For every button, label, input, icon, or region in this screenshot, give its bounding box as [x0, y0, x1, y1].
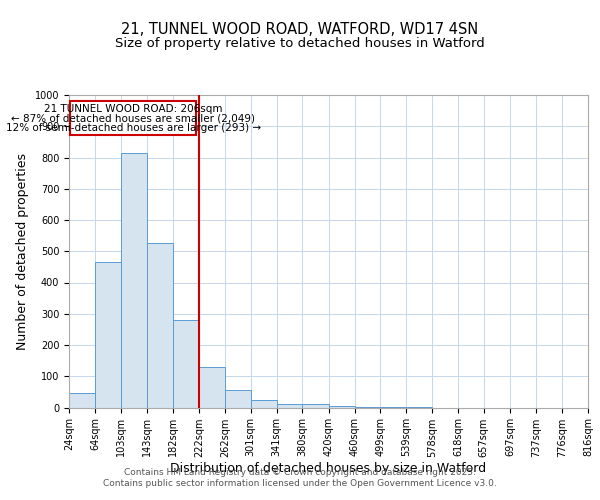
Bar	[380, 407, 406, 408]
Bar	[302, 404, 329, 407]
X-axis label: Distribution of detached houses by size in Watford: Distribution of detached houses by size …	[170, 462, 487, 475]
Bar	[70, 100, 196, 135]
Text: Size of property relative to detached houses in Watford: Size of property relative to detached ho…	[115, 38, 485, 51]
Text: Contains HM Land Registry data © Crown copyright and database right 2025.
Contai: Contains HM Land Registry data © Crown c…	[103, 468, 497, 487]
Bar	[173, 320, 199, 408]
Text: 21, TUNNEL WOOD ROAD, WATFORD, WD17 4SN: 21, TUNNEL WOOD ROAD, WATFORD, WD17 4SN	[121, 22, 479, 38]
Bar	[95, 262, 121, 408]
Bar	[225, 390, 251, 407]
Text: 12% of semi-detached houses are larger (293) →: 12% of semi-detached houses are larger (…	[5, 123, 261, 133]
Y-axis label: Number of detached properties: Number of detached properties	[16, 153, 29, 350]
Text: ← 87% of detached houses are smaller (2,049): ← 87% of detached houses are smaller (2,…	[11, 114, 255, 124]
Bar	[69, 394, 95, 407]
Bar	[121, 153, 147, 407]
Bar	[329, 406, 355, 407]
Bar	[199, 367, 225, 408]
Bar	[277, 404, 302, 407]
Bar	[147, 244, 173, 408]
Bar	[251, 400, 277, 407]
Bar	[355, 406, 380, 408]
Text: 21 TUNNEL WOOD ROAD: 206sqm: 21 TUNNEL WOOD ROAD: 206sqm	[44, 104, 223, 114]
